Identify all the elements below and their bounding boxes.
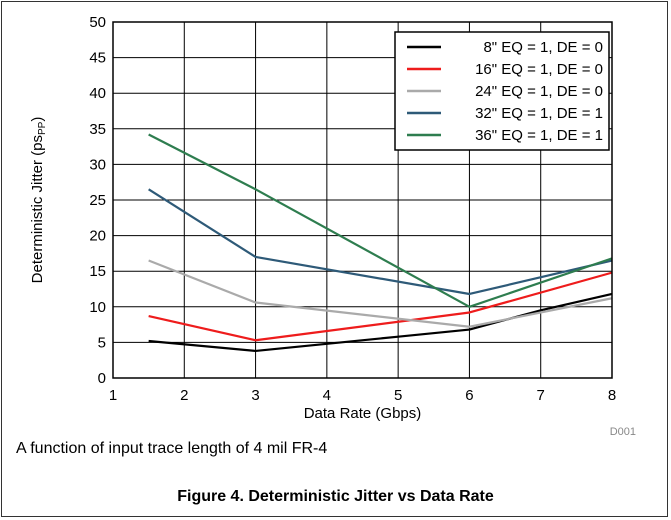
x-tick-label: 5	[394, 387, 402, 404]
x-tick-label: 4	[323, 387, 331, 404]
x-tick-label: 2	[180, 387, 188, 404]
y-axis-label: Deterministic Jitter (psPP)	[29, 117, 48, 284]
series-line	[148, 133, 613, 308]
figure-title: Figure 4. Deterministic Jitter vs Data R…	[177, 488, 494, 505]
y-tick-label: 40	[89, 85, 106, 102]
plot-border	[112, 21, 613, 379]
y-axis-label-sub: PP	[37, 121, 48, 135]
legend-label: 32" EQ = 1, DE = 1	[475, 105, 603, 122]
y-tick-label: 5	[98, 334, 106, 351]
y-tick-labels: 0 5 10 15 20 25 30 35 40 45 50	[89, 14, 106, 387]
series-layer	[148, 133, 613, 353]
legend-label: 36" EQ = 1, DE = 1	[475, 127, 603, 144]
y-tick-label: 15	[89, 263, 106, 280]
series-line	[148, 292, 613, 353]
x-tick-label: 6	[465, 387, 473, 404]
y-tick-label: 50	[89, 14, 106, 31]
y-axis-label-close: )	[29, 117, 46, 122]
series-line	[148, 259, 613, 328]
series-line	[148, 271, 613, 342]
legend-label: 16" EQ = 1, DE = 0	[475, 61, 603, 78]
x-tick-label: 8	[608, 387, 616, 404]
legend-label: 8" EQ = 1, DE = 0	[483, 39, 603, 56]
y-axis-label-main: Deterministic Jitter (ps	[29, 135, 46, 283]
x-tick-label: 3	[251, 387, 259, 404]
series-line	[148, 188, 613, 296]
x-axis-label: Data Rate (Gbps)	[304, 405, 422, 422]
figure-code: D001	[610, 426, 636, 438]
legend-label: 24" EQ = 1, DE = 0	[475, 83, 603, 100]
x-tick-labels: 1 2 3 4 5 6 7 8	[109, 387, 616, 404]
y-tick-label: 45	[89, 50, 106, 67]
x-tick-label: 7	[537, 387, 545, 404]
y-tick-label: 0	[98, 370, 106, 387]
x-tick-label: 1	[109, 387, 117, 404]
y-tick-label: 30	[89, 156, 106, 173]
figure-note: A function of input trace length of 4 mi…	[16, 440, 328, 457]
legend: 8" EQ = 1, DE = 0 16" EQ = 1, DE = 0 24" E…	[394, 31, 610, 151]
y-tick-label: 10	[89, 299, 106, 316]
y-tick-label: 20	[89, 228, 106, 245]
y-tick-label: 35	[89, 121, 106, 138]
y-tick-label: 25	[89, 192, 106, 209]
